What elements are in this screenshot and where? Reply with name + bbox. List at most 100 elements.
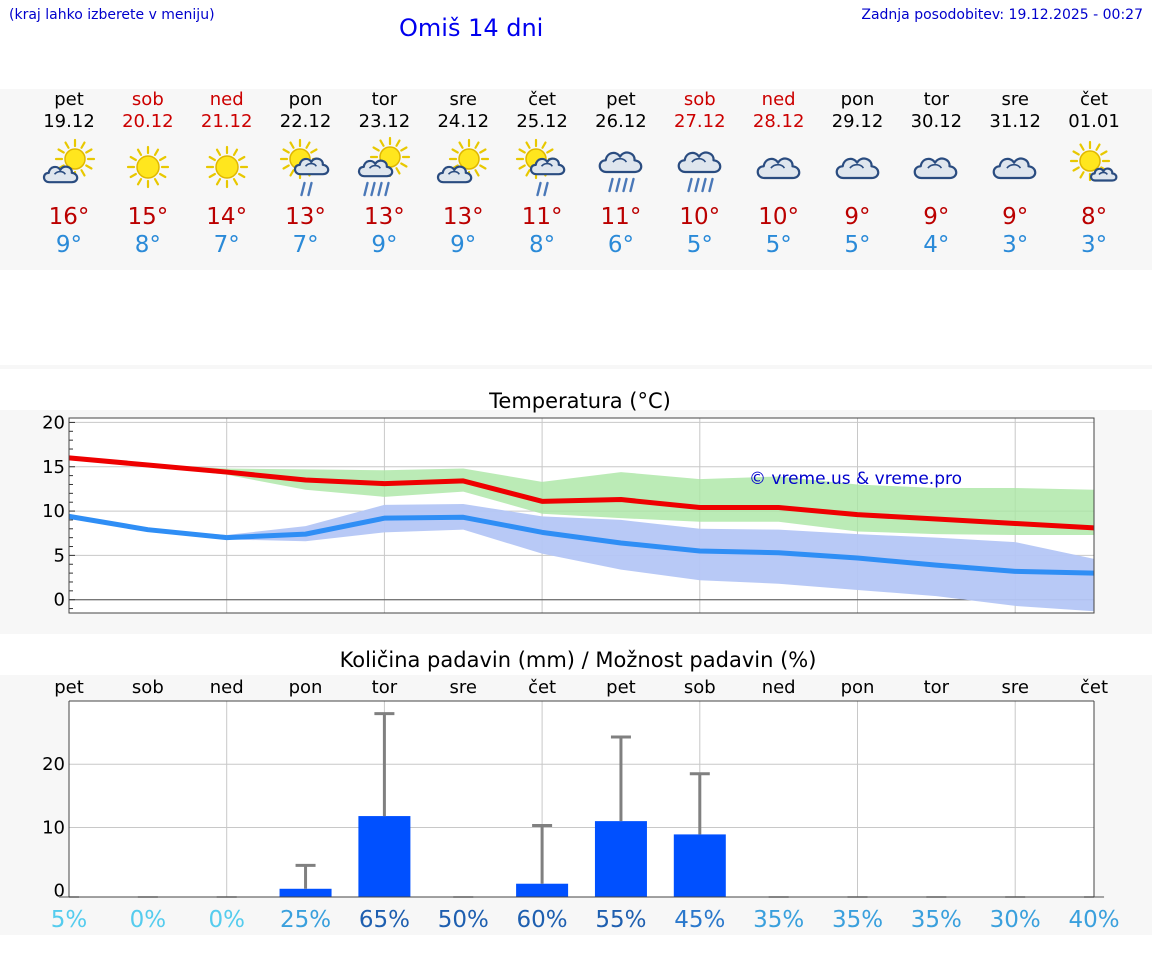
forecast-day: pet 26.12 11° 6° [583,89,659,259]
plot-frame [68,417,1095,614]
precip-probability: 55% [595,907,646,933]
y-tick-label: 0 [54,590,65,611]
day-date: 24.12 [437,111,490,132]
sun-icon [205,145,248,189]
min-temp: 4° [923,232,950,258]
x-tick-label: sob [684,677,716,698]
max-temp: 11° [600,204,642,230]
location-hint: (kraj lahko izberete v meniju) [9,7,215,23]
cloud-icon [992,157,1037,180]
day-name: sob [131,89,164,110]
x-tick-label: ned [762,677,796,698]
sun-icon [126,145,169,189]
day-name: pet [606,89,636,110]
forecast-day: tor 23.12 13° 9° [346,89,422,259]
x-tick-label: tor [924,677,950,698]
day-date: 26.12 [595,111,647,132]
precip-probability: 0% [130,907,167,933]
precip-probability: 35% [753,907,804,933]
forecast-day: ned 21.12 14° 7° [189,89,265,259]
day-name: ned [209,89,244,110]
forecast-day: čet 01.01 8° 3° [1056,89,1132,259]
day-date: 27.12 [674,111,726,132]
day-date: 21.12 [200,111,253,132]
precip-probability: 40% [1068,907,1119,933]
precip-probability: 30% [990,907,1041,933]
forecast-day: pon 22.12 13° 7° [268,89,344,259]
min-temp: 3° [1002,232,1029,258]
y-tick-label: 15 [42,457,65,478]
x-tick-label: pon [289,677,323,698]
min-temp: 8° [529,232,556,258]
max-temp: 16° [48,204,90,230]
max-temp-line [68,455,1095,531]
precip-bar [358,816,411,897]
min-temp: 9° [450,232,477,258]
x-tick-label: tor [372,677,398,698]
day-name: tor [923,89,950,110]
forecast-day: pet 19.12 16° 9° [31,89,107,259]
day-date: 30.12 [910,111,963,132]
max-temp: 8° [1080,204,1108,230]
max-temp: 9° [844,204,871,230]
sun-cloud-rain-icon [279,138,329,197]
watermark: © vreme.us & vreme.pro [749,469,962,489]
day-name: ned [761,89,796,110]
forecast-day: sob 20.12 15° 8° [110,89,186,259]
sun-cloud-icon [42,138,96,184]
cloud-rain-icon [677,151,722,193]
precip-probability: 5% [51,907,88,933]
sun-cloud-heavy-rain-icon [358,136,411,197]
min-temp: 6° [607,232,634,258]
plot-area [69,701,1094,897]
forecast-day: ned 28.12 10° 5° [741,89,817,259]
forecast-day: sob 27.12 10° 5° [662,89,738,259]
forecast-day: sre 24.12 13° 9° [425,89,501,259]
precipitation-title: Količina padavin (mm) / Možnost padavin … [340,648,817,672]
day-date: 20.12 [122,111,174,132]
min-temp: 5° [765,232,792,258]
precip-probability: 25% [280,907,331,933]
day-date: 29.12 [831,111,884,132]
day-date: 19.12 [43,111,95,132]
x-tick-label: pet [606,677,636,698]
y-tick-label: 10 [42,817,65,838]
max-temp: 13° [285,204,326,230]
cloud-icon [835,157,879,180]
day-date: 25.12 [516,111,568,132]
forecast-day: tor 30.12 9° 4° [898,89,974,259]
precip-probability: 65% [359,907,410,933]
precip-bar [673,834,726,897]
day-date: 01.01 [1068,111,1120,132]
max-range-band [69,457,1095,535]
min-temp: 7° [292,232,319,258]
min-temp: 3° [1080,232,1108,258]
max-temp: 13° [364,204,405,230]
max-temp: 13° [442,204,484,230]
day-name: sre [449,89,477,110]
max-temp: 9° [923,204,950,230]
x-tick-label: sre [450,677,477,698]
max-temp: 10° [758,204,800,230]
sun-cloud-icon [437,138,490,184]
max-temp: 14° [206,204,248,230]
precipitation-chart: Količina padavin (mm) / Možnost padavin … [42,648,1120,933]
min-temp: 8° [134,232,161,258]
precip-bar [516,883,569,897]
x-tick-label: sre [1001,677,1028,698]
min-temp-line [68,513,1095,576]
min-temp: 9° [55,232,83,258]
day-name: sre [1001,89,1029,110]
min-temp: 5° [844,232,871,258]
page-title: Omiš 14 dni [399,14,544,42]
forecast-day: pon 29.12 9° 5° [820,89,896,259]
sun-cloud-rain-icon [515,138,566,197]
y-tick-label: 0 [54,881,65,902]
day-date: 28.12 [752,111,805,132]
precip-bar [594,821,647,897]
day-date: 22.12 [279,111,332,132]
sun-small-cloud-icon [1069,140,1118,182]
x-tick-label: ned [210,677,244,698]
min-temp: 7° [213,232,240,258]
